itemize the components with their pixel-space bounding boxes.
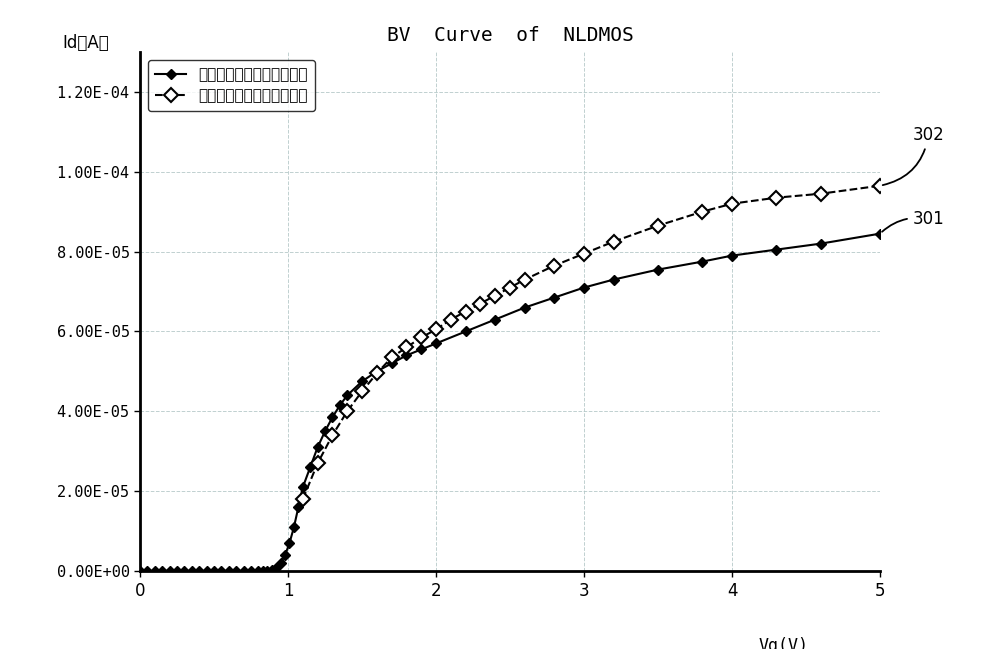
未使用本专利所说明的方法 xyxy=(400,352,412,360)
使用本专利所说明的方法后 xyxy=(341,408,353,415)
Legend: 未使用本专利所说明的方法, 使用本专利所说明的方法后: 未使用本专利所说明的方法, 使用本专利所说明的方法后 xyxy=(148,60,315,111)
使用本专利所说明的方法后 xyxy=(326,432,338,439)
使用本专利所说明的方法后 xyxy=(312,459,324,467)
使用本专利所说明的方法后 xyxy=(519,276,531,284)
未使用本专利所说明的方法 xyxy=(134,567,146,575)
Text: Vg(V): Vg(V) xyxy=(759,637,809,649)
Text: Id（A）: Id（A） xyxy=(62,34,109,52)
使用本专利所说明的方法后 xyxy=(815,190,827,197)
Text: 301: 301 xyxy=(882,210,944,232)
使用本专利所说明的方法后 xyxy=(578,250,590,258)
使用本专利所说明的方法后 xyxy=(504,284,516,291)
使用本专利所说明的方法后 xyxy=(430,326,442,334)
使用本专利所说明的方法后 xyxy=(445,315,457,323)
未使用本专利所说明的方法 xyxy=(252,567,264,575)
使用本专利所说明的方法后 xyxy=(386,354,398,361)
Line: 使用本专利所说明的方法后: 使用本专利所说明的方法后 xyxy=(298,181,885,504)
使用本专利所说明的方法后 xyxy=(874,182,886,190)
使用本专利所说明的方法后 xyxy=(489,291,501,299)
使用本专利所说明的方法后 xyxy=(770,194,782,202)
使用本专利所说明的方法后 xyxy=(726,200,738,208)
使用本专利所说明的方法后 xyxy=(356,387,368,395)
使用本专利所说明的方法后 xyxy=(652,222,664,230)
使用本专利所说明的方法后 xyxy=(400,343,412,351)
使用本专利所说明的方法后 xyxy=(548,262,560,269)
使用本专利所说明的方法后 xyxy=(297,495,309,503)
使用本专利所说明的方法后 xyxy=(371,369,383,377)
未使用本专利所说明的方法 xyxy=(215,567,227,575)
Title: BV  Curve  of  NLDMOS: BV Curve of NLDMOS xyxy=(387,26,633,45)
使用本专利所说明的方法后 xyxy=(474,300,486,308)
未使用本专利所说明的方法 xyxy=(356,378,368,386)
Text: 302: 302 xyxy=(883,126,944,185)
未使用本专利所说明的方法 xyxy=(815,239,827,247)
Line: 未使用本专利所说明的方法: 未使用本专利所说明的方法 xyxy=(137,230,883,574)
未使用本专利所说明的方法 xyxy=(245,567,257,575)
未使用本专利所说明的方法 xyxy=(874,230,886,238)
使用本专利所说明的方法后 xyxy=(415,334,427,341)
使用本专利所说明的方法后 xyxy=(696,208,708,215)
使用本专利所说明的方法后 xyxy=(608,238,620,245)
使用本专利所说明的方法后 xyxy=(460,308,472,315)
